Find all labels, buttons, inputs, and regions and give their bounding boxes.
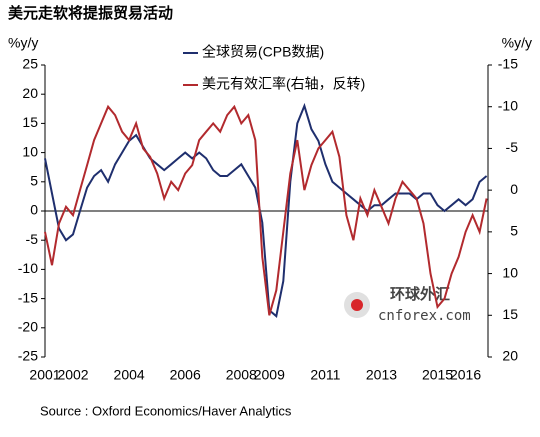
y-tick-label: 15 bbox=[22, 114, 38, 130]
x-tick-label: 2001 bbox=[29, 367, 60, 383]
y2-tick-label: 10 bbox=[502, 264, 518, 280]
x-tick-label: 2011 bbox=[310, 367, 340, 383]
chart-title: 美元走软将提振贸易活动 bbox=[8, 4, 173, 22]
y-tick-label: 20 bbox=[22, 85, 38, 101]
legend-label: 全球贸易(CPB数据) bbox=[202, 44, 324, 60]
y-tick-label: 5 bbox=[30, 173, 38, 189]
series-line bbox=[44, 104, 488, 316]
watermark: 环球外汇 bbox=[390, 285, 450, 303]
y-tick-label: 0 bbox=[30, 202, 38, 218]
y2-tick-label: 15 bbox=[502, 306, 518, 322]
y2-unit-label: %y/y bbox=[502, 35, 532, 51]
x-tick-label: 2009 bbox=[254, 367, 285, 383]
x-tick-label: 2013 bbox=[366, 367, 397, 383]
y-tick-label: -5 bbox=[26, 231, 39, 247]
y2-tick-label: 20 bbox=[502, 348, 518, 364]
x-tick-label: 2004 bbox=[114, 367, 145, 383]
x-tick-label: 2002 bbox=[57, 367, 88, 383]
x-tick-label: 2016 bbox=[450, 367, 481, 383]
y-unit-label: %y/y bbox=[8, 35, 38, 51]
x-tick-label: 2008 bbox=[226, 367, 257, 383]
y2-tick-label: -15 bbox=[498, 56, 518, 72]
y2-tick-label: 0 bbox=[510, 181, 518, 197]
watermark-url: cnforex.com bbox=[378, 308, 471, 324]
y-tick-label: -25 bbox=[18, 348, 38, 364]
y-tick-label: -20 bbox=[18, 319, 38, 335]
source: Source : Oxford Economics/Haver Analytic… bbox=[40, 403, 292, 418]
y2-tick-label: -10 bbox=[498, 97, 518, 113]
y-tick-label: 25 bbox=[22, 56, 38, 72]
watermark-logo-dot bbox=[351, 299, 363, 311]
x-tick-label: 2015 bbox=[422, 367, 453, 383]
y-tick-label: -15 bbox=[18, 289, 38, 305]
y2-tick-label: -5 bbox=[506, 139, 519, 155]
y-tick-label: 10 bbox=[22, 143, 38, 159]
y2-tick-label: 5 bbox=[510, 223, 518, 239]
legend-label: 美元有效汇率(右轴，反转) bbox=[202, 76, 365, 92]
series-line bbox=[44, 102, 488, 318]
y-tick-label: -10 bbox=[18, 260, 38, 276]
x-tick-label: 2006 bbox=[170, 367, 201, 383]
